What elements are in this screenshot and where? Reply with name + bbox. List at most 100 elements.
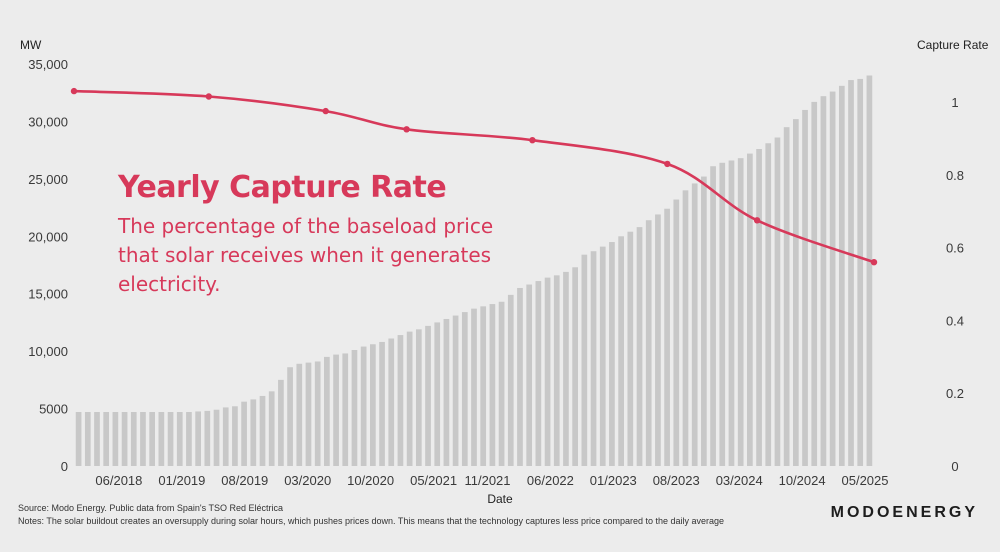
capacity-bar (737, 158, 744, 466)
capacity-bar (829, 91, 836, 466)
capacity-bar (792, 119, 799, 466)
capacity-bar (599, 246, 606, 466)
capacity-bar (112, 412, 119, 466)
capacity-bar (461, 312, 468, 466)
capture-rate-point (664, 160, 671, 168)
x-tick-label: 05/2021 (410, 473, 457, 488)
capacity-bar (204, 410, 211, 466)
capacity-bar (480, 306, 487, 466)
capacity-bar (75, 412, 82, 466)
capture-rate-point (322, 107, 329, 115)
capacity-bar (710, 166, 716, 466)
x-tick-label: 03/2024 (716, 473, 763, 488)
capacity-bar (278, 379, 284, 466)
y-left-tick-label: 10,000 (28, 344, 68, 359)
capacity-bar (802, 109, 808, 466)
notes-text: Notes: The solar buildout creates an ove… (18, 516, 725, 526)
x-tick-label: 01/2023 (590, 473, 637, 488)
capacity-bar (84, 412, 91, 466)
y-left-tick-label: 0 (61, 459, 68, 474)
capacity-bar (857, 78, 864, 467)
capacity-bar (756, 148, 762, 467)
capacity-bar (333, 354, 339, 466)
capacity-bar (425, 325, 431, 466)
capacity-bar (838, 85, 845, 466)
capacity-bar (314, 361, 321, 466)
capacity-bar (342, 353, 349, 466)
capture-rate-line (70, 87, 878, 266)
capacity-bar (618, 236, 624, 466)
capacity-bar (719, 162, 726, 466)
y-right-tick-label: 0.8 (946, 168, 964, 183)
capture-rate-point (205, 93, 212, 100)
x-tick-label: 10/2020 (347, 473, 394, 488)
capacity-bar (370, 344, 376, 466)
y-left-tick-label: 15,000 (28, 287, 68, 302)
capacity-bar (866, 75, 873, 467)
capacity-bar (783, 127, 790, 467)
x-tick-label: 08/2019 (221, 473, 268, 488)
capacity-bar (701, 176, 707, 466)
y-left-tick-label: 30,000 (28, 114, 68, 129)
y-left-tick-label: 25,000 (28, 172, 68, 187)
capacity-bar (121, 412, 128, 466)
capacity-bar (388, 338, 395, 466)
capacity-bar (140, 412, 146, 466)
capacity-bar (103, 412, 110, 466)
y-left-tick-label: 20,000 (28, 229, 68, 244)
capacity-bar (94, 412, 100, 466)
capacity-bar (434, 322, 441, 466)
capacity-bar (232, 406, 238, 466)
capacity-bar (305, 362, 312, 466)
capacity-bar (572, 267, 578, 466)
capacity-bar (673, 199, 680, 466)
capacity-bar (590, 251, 597, 466)
capacity-bar (627, 231, 634, 466)
capacity-bar (351, 349, 358, 466)
y-left-tick-label: 35,000 (28, 57, 68, 72)
capacity-bar (636, 227, 643, 466)
chart-subtitle: The percentage of the baseload price tha… (118, 214, 494, 296)
y-right-tick-label: 0 (951, 459, 958, 474)
capture-rate-point (753, 217, 761, 224)
capacity-bar (158, 412, 165, 466)
capacity-bar (747, 153, 753, 466)
capacity-bar (471, 308, 477, 466)
y-right-tick-label: 0.2 (946, 386, 964, 401)
x-tick-label: 06/2018 (95, 473, 142, 488)
capacity-bar (406, 331, 413, 466)
capacity-bar (811, 101, 818, 467)
y-axis-right-title: Capture Rate (917, 38, 989, 52)
capacity-bar (324, 356, 330, 466)
capture-rate-curve (72, 89, 876, 264)
x-tick-label: 03/2020 (284, 473, 331, 488)
capture-rate-point (529, 137, 536, 144)
source-note: Source: Modo Energy. Public data from Sp… (18, 503, 284, 513)
capacity-bar (498, 301, 505, 466)
capacity-bar (397, 335, 404, 466)
capacity-bar (655, 214, 661, 466)
capacity-bar (553, 275, 560, 466)
capacity-bar (682, 190, 689, 466)
capacity-bar (186, 412, 192, 466)
y-axis-right: 0 0.2 0.4 0.6 0.8 1 (946, 95, 964, 474)
y-axis-left: 0 5000 10,000 15,000 20,000 25,000 30,000 35,00… (28, 57, 68, 474)
capacity-bar (379, 341, 385, 466)
capacity-bar (259, 395, 266, 466)
capacity-bar (848, 80, 854, 466)
x-tick-label: 05/2025 (842, 473, 889, 488)
capacity-bar (728, 160, 735, 467)
capacity-bar (581, 254, 588, 466)
capacity-bar (645, 220, 652, 466)
y-right-tick-label: 0.6 (946, 241, 964, 256)
capacity-bar (167, 412, 174, 466)
y-right-tick-label: 0.4 (946, 313, 964, 328)
capacity-bar (774, 137, 781, 466)
capture-rate-point (870, 259, 878, 266)
capacity-bar (213, 409, 220, 466)
capacity-bar (526, 284, 533, 466)
brand-logo: MODOENERGY (830, 504, 978, 521)
capacity-bar (489, 304, 496, 466)
capacity-bar (443, 318, 450, 466)
